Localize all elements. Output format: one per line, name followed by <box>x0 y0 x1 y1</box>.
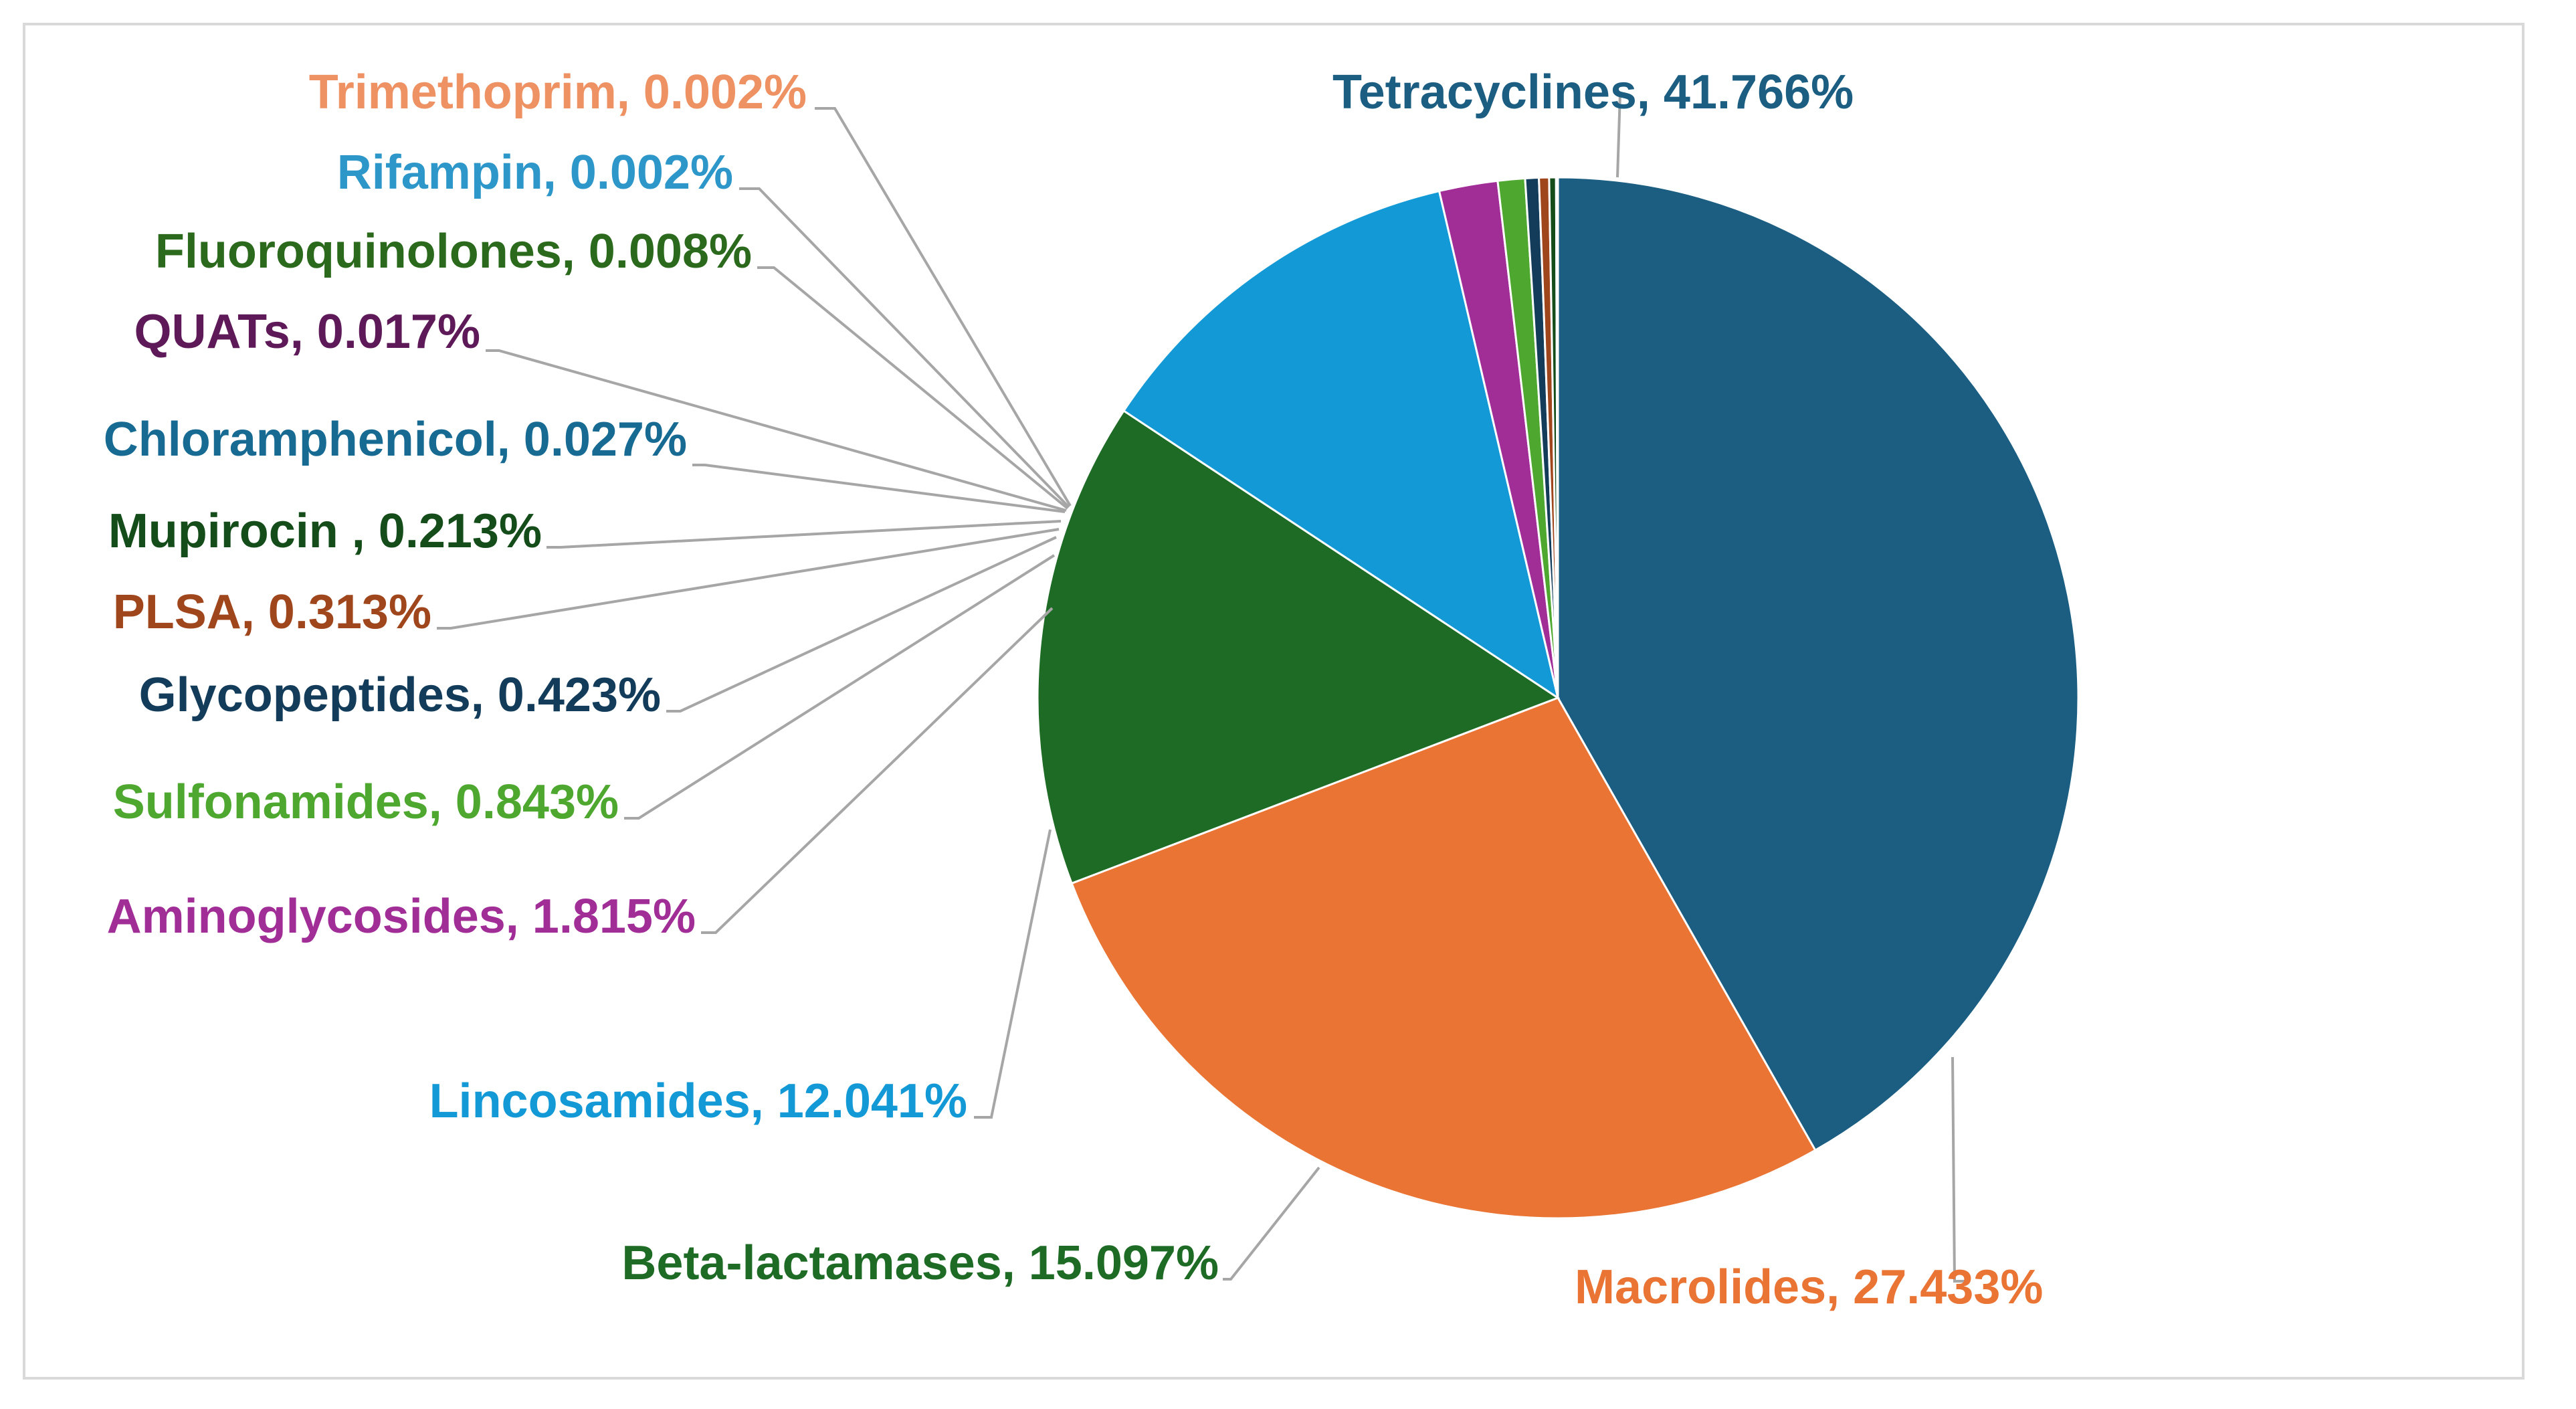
data-label-aminoglycosides: Aminoglycosides, 1.815% <box>107 890 696 943</box>
pie-slice-macrolides <box>1070 696 1817 1220</box>
pie-slice-lincosamides <box>1122 189 1560 700</box>
data-label-tetracyclines: Tetracyclines, 41.766% <box>1332 66 1854 119</box>
leader-line <box>815 107 1072 507</box>
pie-slice-beta-lactamases <box>1036 409 1561 885</box>
leader-line <box>974 829 1052 1119</box>
data-labels: Tetracyclines, 41.766% Macrolides, 27.433… <box>104 66 2044 1314</box>
leader-line <box>666 536 1057 713</box>
pie-slice-tetracyclines <box>1557 176 2080 1152</box>
leader-line <box>547 520 1062 549</box>
leader-line <box>1616 93 1621 178</box>
leader-line <box>692 464 1066 513</box>
pie-slices <box>1036 176 2080 1220</box>
data-label-plsa: PLSA, 0.313% <box>113 585 431 639</box>
leader-line <box>624 554 1056 820</box>
leader-line <box>739 187 1070 508</box>
data-label-macrolides: Macrolides, 27.433% <box>1575 1260 2043 1314</box>
data-label-rifampin: Rifampin, 0.002% <box>337 146 733 199</box>
leader-line <box>486 349 1067 512</box>
leader-line <box>1223 1166 1320 1281</box>
data-label-sulfonamides: Sulfonamides, 0.843% <box>113 775 619 829</box>
data-label-quats: QUATs, 0.017% <box>134 305 480 359</box>
data-label-beta-lactamases: Beta-lactamases, 15.097% <box>621 1236 1219 1290</box>
data-label-trimethoprim: Trimethoprim, 0.002% <box>309 66 807 119</box>
leader-line <box>437 528 1060 630</box>
data-label-lincosamides: Lincosamides, 12.041% <box>429 1074 967 1128</box>
data-label-fluoroquinolones: Fluoroquinolones, 0.008% <box>155 225 752 278</box>
leader-line <box>1951 1056 1969 1283</box>
leader-line <box>701 607 1054 934</box>
leader-lines <box>437 93 1969 1283</box>
data-label-glycopeptides: Glycopeptides, 0.423% <box>139 668 661 722</box>
data-label-mupirocin: Mupirocin , 0.213% <box>108 504 542 558</box>
leader-line <box>757 266 1069 510</box>
data-label-chloramphenicol: Chloramphenicol, 0.027% <box>104 413 687 466</box>
